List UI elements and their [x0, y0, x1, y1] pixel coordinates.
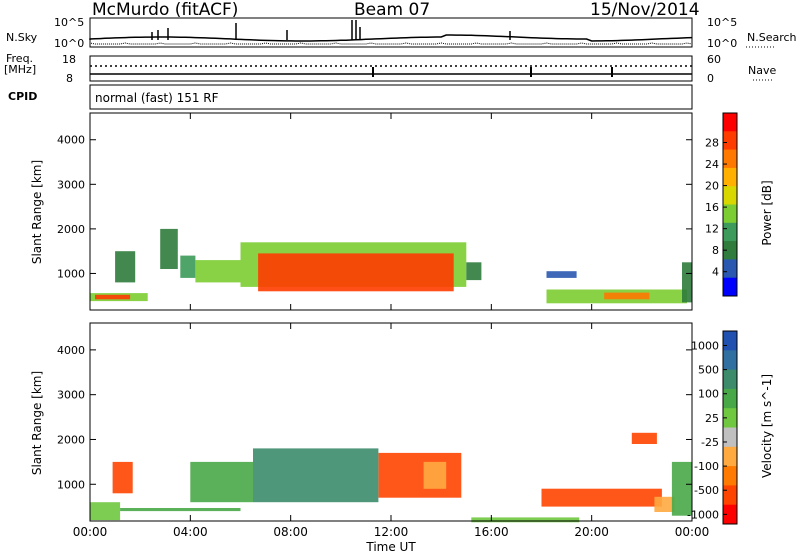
power-colorbar-swatch	[723, 241, 737, 260]
y-tick-label: 2000	[57, 433, 85, 446]
power-colorbar-swatch	[723, 222, 737, 242]
power-data-region	[546, 271, 577, 278]
x-tick-label: 00:00	[675, 525, 710, 539]
beam-title: Beam 07	[354, 0, 431, 20]
velocity-data-region	[90, 502, 121, 521]
velocity-data-region	[190, 461, 253, 503]
colorbar-tick-label: -100	[694, 460, 719, 473]
colorbar-tick-label: -25	[701, 436, 719, 449]
power-data-region	[258, 253, 454, 292]
power-colorbar-swatch	[723, 149, 737, 169]
freq-tick-bottom: 8	[66, 72, 73, 85]
power-data-region	[180, 255, 196, 278]
velocity-data-region	[654, 496, 675, 512]
noise-tick-right-top: 10^5	[707, 16, 738, 29]
power-data-region	[160, 228, 178, 269]
colorbar-tick-label: 24	[705, 158, 719, 171]
velocity-data-region	[378, 452, 462, 498]
y-tick-label: 1000	[57, 478, 85, 491]
noise-panel-frame	[89, 17, 693, 48]
colorbar-tick-label: 100	[698, 388, 719, 401]
power-data-region	[95, 294, 131, 300]
colorbar-tick-label: 12	[705, 223, 719, 236]
power-colorbar-frame	[722, 112, 738, 297]
freq-panel-frame	[89, 55, 693, 82]
velocity-colorbar-swatch	[723, 331, 737, 351]
velocity-colorbar-swatch	[723, 466, 737, 486]
velocity-data-region	[541, 488, 662, 507]
power-data-region	[682, 262, 692, 303]
x-tick-label: 20:00	[574, 525, 609, 539]
colorbar-tick-label: 16	[705, 201, 719, 214]
noise-search-label: N.Search	[747, 31, 797, 44]
nave-tick-bottom: 0	[707, 72, 714, 85]
freq-label-1: Freq.	[6, 52, 34, 65]
velocity-data-region	[253, 448, 379, 503]
power-colorbar-swatch	[723, 277, 737, 297]
velocity-colorbar-swatch	[723, 427, 737, 448]
noise-tick-right-bottom: 10^0	[707, 37, 738, 50]
velocity-data-region	[631, 432, 657, 444]
velocity-colorbar-frame	[722, 330, 738, 525]
cpid-label: CPID	[8, 90, 38, 103]
x-tick-label: 16:00	[474, 525, 509, 539]
y-tick-label: 4000	[57, 344, 85, 357]
freq-label-2: [MHz]	[4, 63, 37, 76]
y-tick-label: 3000	[57, 389, 85, 402]
power-colorbar-swatch	[723, 259, 737, 279]
velocity-data-region	[671, 461, 692, 516]
colorbar-tick-label: 4	[712, 266, 719, 279]
x-tick-label: 00:00	[73, 525, 108, 539]
x-tick-label: 08:00	[273, 525, 308, 539]
power-colorbar-swatch	[723, 167, 737, 187]
y-tick-label: 3000	[57, 178, 85, 191]
colorbar-tick-label: 1000	[691, 339, 719, 352]
x-tick-label: 04:00	[173, 525, 208, 539]
freq-tick-top: 18	[62, 53, 76, 66]
velocity-data-region	[112, 461, 133, 494]
power-colorbar-swatch	[723, 113, 737, 132]
velocity-data-region	[423, 461, 447, 489]
y-tick-label: 1000	[57, 267, 85, 280]
time-axis-label: Time UT	[366, 540, 416, 554]
velocity-data-region	[471, 517, 580, 523]
colorbar-tick-label: 28	[705, 137, 719, 150]
power-colorbar-swatch	[723, 204, 737, 224]
noise-sky-line	[89, 34, 693, 42]
power-colorbar-swatch	[723, 131, 737, 151]
velocity-colorbar-swatch	[723, 446, 737, 467]
noise-tick-left-bottom: 10^0	[54, 37, 85, 50]
cpid-panel-frame	[89, 84, 693, 110]
cpid-value: normal (fast) 151 RF	[95, 91, 219, 105]
colorbar-tick-label: 500	[698, 364, 719, 377]
velocity-data-region	[120, 508, 241, 512]
colorbar-tick-label: 20	[705, 180, 719, 193]
y-tick-label: 4000	[57, 134, 85, 147]
x-tick-label: 12:00	[374, 525, 409, 539]
velocity-colorbar-swatch	[723, 350, 737, 371]
power-data-region	[466, 262, 482, 281]
noise-search-line	[89, 42, 693, 45]
y-tick-label: 2000	[57, 223, 85, 236]
date-title: 15/Nov/2014	[590, 0, 700, 20]
colorbar-tick-label: 25	[705, 412, 719, 425]
velocity-colorbar-swatch	[723, 369, 737, 390]
power-data-region	[604, 292, 650, 300]
velocity-colorbar-swatch	[723, 485, 737, 506]
power-data-region	[195, 260, 241, 283]
noise-sky-label: N.Sky	[6, 31, 38, 44]
noise-tick-left-top: 10^5	[54, 16, 85, 29]
velocity-colorbar-swatch	[723, 408, 737, 428]
power-colorbar-swatch	[723, 186, 737, 205]
velocity-colorbar-swatch	[723, 388, 737, 409]
colorbar-tick-label: 8	[712, 244, 719, 257]
station-title: McMurdo (fitACF)	[92, 0, 239, 20]
nave-tick-top: 60	[707, 53, 721, 66]
colorbar-tick-label: -1000	[687, 508, 719, 521]
power-data-region	[115, 251, 136, 283]
colorbar-tick-label: -500	[694, 484, 719, 497]
nave-label: Nave	[748, 64, 777, 77]
velocity-colorbar-swatch	[723, 504, 737, 525]
